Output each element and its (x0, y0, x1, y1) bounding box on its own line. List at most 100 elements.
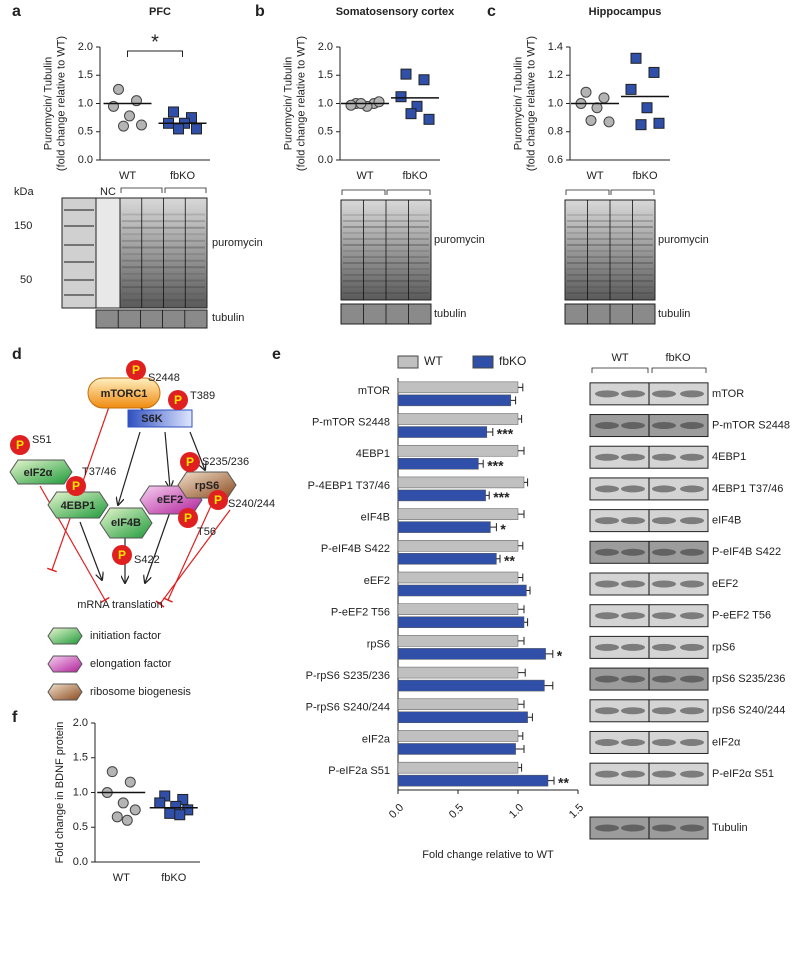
y-tick-label: 1.0 (78, 97, 93, 109)
node-shape (47, 683, 83, 701)
y-axis-label: (fold change relative to WT) (55, 36, 67, 171)
bar (397, 603, 519, 615)
blot-band (680, 738, 704, 746)
phospho-symbol: P (132, 363, 140, 377)
error-bar (518, 731, 524, 740)
data-point (635, 119, 647, 131)
x-tick-label: fbKO (161, 872, 187, 884)
blot-band (621, 770, 645, 778)
blot-band (595, 738, 619, 746)
data-point (603, 116, 615, 128)
bar (397, 444, 519, 457)
blot-band (680, 675, 704, 683)
x-tick-label: 0.0 (387, 802, 406, 821)
blot-band (652, 548, 676, 556)
data-point (136, 119, 147, 131)
node-shape (87, 377, 161, 409)
blot-band (621, 643, 645, 651)
bar (397, 711, 528, 724)
significance-label: *** (497, 426, 514, 442)
chart-title: Somatosensory cortex (336, 6, 455, 18)
category-label: P-mTOR S2448 (312, 416, 390, 428)
data-point (405, 108, 417, 120)
data-point (648, 66, 660, 78)
bar (397, 394, 512, 407)
blot-band (680, 453, 704, 461)
blot-label: rpS6 S235/236 (712, 673, 785, 685)
legend-swatch (472, 355, 494, 369)
category-label: P-eIF4B S422 (321, 543, 390, 555)
data-point (113, 83, 124, 95)
site-label: S235/236 (202, 456, 249, 468)
x-tick-label: 1.0 (507, 802, 526, 821)
phospho-site (168, 390, 188, 410)
bar (397, 666, 519, 679)
node-label: rpS6 (195, 480, 219, 492)
data-point (164, 807, 176, 819)
bar (397, 476, 525, 489)
bar (397, 553, 497, 565)
blot-band (595, 643, 619, 651)
error-bar (518, 700, 525, 709)
bar (397, 540, 519, 552)
site-label: T56 (197, 526, 216, 538)
data-point (591, 102, 603, 114)
blot-label: 4EBP1 T37/46 (712, 483, 783, 495)
group-bracket (591, 367, 649, 373)
category-label: P-rpS6 S240/244 (306, 702, 390, 714)
node-shape (9, 459, 73, 485)
blot-label: kDa (14, 186, 34, 198)
y-tick-label: 1.2 (548, 69, 563, 81)
y-tick-label: 1.0 (318, 97, 333, 109)
blot-label: Tubulin (712, 822, 748, 834)
blot-label: 4EBP1 (712, 451, 746, 463)
chart-title: PFC (149, 6, 171, 18)
phospho-site (180, 452, 200, 472)
bar (397, 743, 516, 755)
significance-label: * (557, 648, 563, 664)
group-bracket (651, 367, 707, 373)
group-bracket (164, 187, 207, 193)
error-bar (510, 396, 517, 405)
x-tick-label: 0.5 (447, 802, 466, 821)
data-point (124, 110, 135, 122)
error-bar (496, 554, 501, 563)
blot-band (595, 453, 619, 461)
error-bar (518, 668, 526, 677)
data-point (423, 113, 435, 125)
node-label: eIF4B (111, 517, 141, 529)
category-label: eIF4B (361, 512, 390, 524)
bar (397, 584, 527, 597)
bar (397, 648, 546, 660)
bar (397, 521, 491, 533)
blot-band (652, 643, 676, 651)
legend-swatch (397, 355, 419, 369)
blot-band (652, 422, 676, 430)
y-axis-label: (fold change relative to WT) (295, 36, 307, 171)
error-bar (518, 573, 524, 582)
error-bar (544, 681, 554, 690)
error-bar (524, 478, 529, 487)
blot-label: eIF4B (712, 515, 741, 527)
error-bar (478, 459, 484, 468)
panel-label: d (12, 346, 22, 363)
error-bar (526, 586, 531, 595)
bar (397, 761, 519, 774)
data-point (641, 102, 653, 114)
bar (397, 381, 519, 394)
x-tick-label: WT (586, 170, 603, 182)
y-axis-label: Fold change in BDNF protein (54, 722, 66, 864)
blot-band (652, 390, 676, 398)
site-label: S51 (32, 434, 52, 446)
error-bar (524, 618, 529, 627)
error-bar (518, 541, 524, 550)
blot-band (652, 824, 676, 832)
inhibit-bar (163, 597, 173, 603)
x-axis-label: Fold change relative to WT (422, 849, 554, 861)
phospho-site (208, 490, 228, 510)
phospho-symbol: P (72, 479, 80, 493)
y-tick-label: 2.0 (318, 41, 333, 53)
blot-band (595, 390, 619, 398)
category-label: eEF2 (364, 575, 390, 587)
y-tick-label: 1.4 (548, 41, 563, 53)
